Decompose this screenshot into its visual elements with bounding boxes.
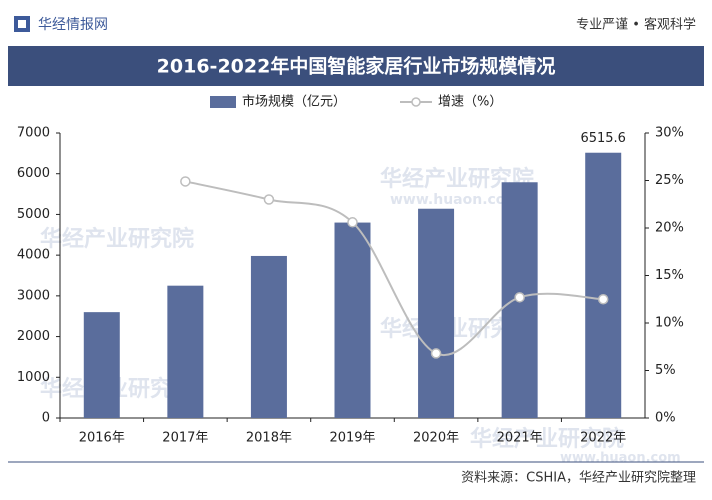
x-tick-label: 2020年: [413, 431, 459, 446]
y2-tick-label: 25%: [655, 173, 684, 188]
data-label: 6515.6: [580, 131, 626, 146]
y-tick-label: 3000: [17, 288, 50, 303]
source: 资料来源：CSHIA，华经产业研究院整理: [461, 471, 696, 486]
watermark: www.huaon.com: [390, 192, 520, 208]
legend-swatch: [210, 96, 236, 108]
x-tick-label: 2022年: [580, 431, 626, 446]
watermark: 华经产业研究院: [470, 426, 624, 452]
x-tick-label: 2017年: [162, 431, 208, 446]
logo-icon-inner: [18, 20, 26, 28]
x-tick-label: 2021年: [497, 431, 543, 446]
bar: [250, 255, 287, 418]
chart-title: 2016-2022年中国智能家居行业市场规模情况: [157, 55, 556, 78]
y-tick-label: 6000: [17, 166, 50, 181]
bar: [167, 285, 204, 418]
y2-tick-label: 20%: [655, 221, 684, 236]
x-tick-label: 2016年: [79, 431, 125, 446]
y-tick-label: 2000: [17, 329, 50, 344]
legend-label: 市场规模（亿元）: [242, 94, 346, 110]
y-tick-label: 7000: [17, 126, 50, 141]
y2-tick-label: 0%: [655, 411, 676, 426]
y2-tick-label: 15%: [655, 268, 684, 283]
y2-tick-label: 5%: [655, 363, 676, 378]
line-marker: [514, 292, 525, 303]
bar: [334, 222, 371, 418]
slogan: 专业严谨 • 客观科学: [576, 17, 696, 33]
line-marker: [180, 176, 191, 187]
bar: [418, 208, 455, 418]
line-marker: [347, 217, 358, 228]
line-marker: [430, 348, 442, 359]
watermark: www.huaon.com: [560, 451, 681, 466]
y2-tick-label: 10%: [655, 316, 684, 331]
title-bar: [8, 46, 704, 86]
legend-swatch: [411, 97, 421, 107]
brand: 华经情报网: [38, 17, 108, 33]
legend-label: 增速（%）: [438, 95, 502, 110]
line-marker: [263, 194, 275, 205]
y-tick-label: 0: [42, 411, 50, 426]
y-tick-label: 1000: [17, 370, 50, 385]
x-tick-label: 2019年: [329, 431, 375, 446]
y-tick-label: 5000: [17, 207, 50, 222]
y-tick-label: 4000: [17, 248, 50, 263]
bar: [83, 312, 120, 418]
bar: [585, 152, 622, 419]
y2-tick-label: 30%: [655, 126, 684, 141]
x-tick-label: 2018年: [246, 431, 292, 446]
line-marker: [597, 294, 609, 305]
watermark: 华经产业研究院: [40, 226, 194, 252]
